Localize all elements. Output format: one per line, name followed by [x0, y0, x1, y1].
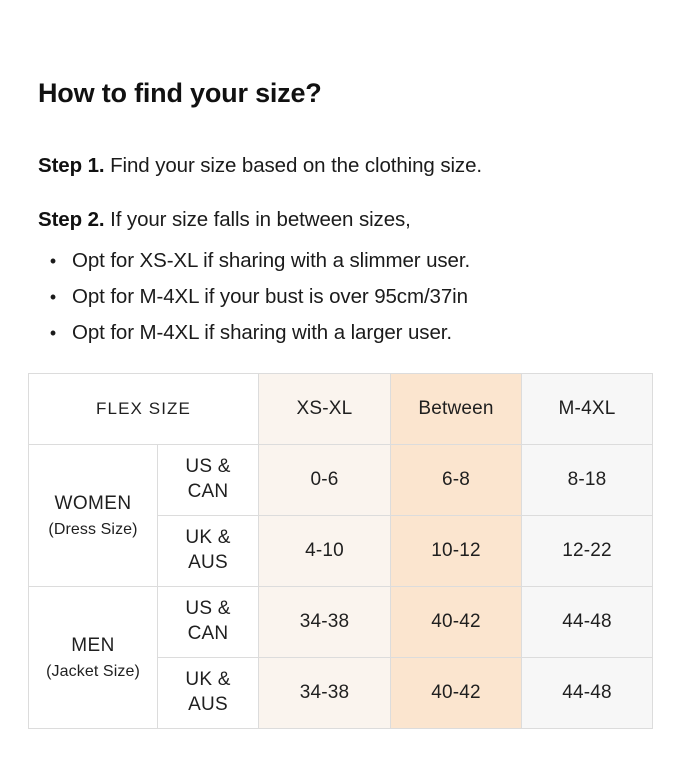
page-title: How to find your size?	[38, 78, 322, 108]
table-row: UK & AUS 4-10 10-12 12-22	[29, 515, 653, 587]
group-sublabel: (Jacket Size)	[46, 662, 140, 680]
cell-between: 40-42	[390, 586, 522, 658]
cell-xs-xl: 34-38	[258, 586, 391, 658]
size-chart-table: FLEX SIZE XS-XL Between M-4XL WOMEN (Dre…	[28, 373, 653, 729]
region-label: US & CAN	[157, 586, 259, 658]
group-label-women: WOMEN (Dress Size)	[28, 444, 158, 587]
step-1-label: Step 1.	[38, 154, 105, 177]
header-xs-xl: XS-XL	[258, 373, 391, 445]
cell-m-4xl: 44-48	[521, 657, 653, 729]
group-sublabel: (Dress Size)	[48, 520, 138, 538]
region-label: US & CAN	[157, 444, 259, 516]
step-2-line: Step 2. If your size falls in between si…	[38, 208, 411, 232]
header-between: Between	[390, 373, 522, 445]
step-1-line: Step 1. Find your size based on the clot…	[38, 154, 482, 178]
cell-between: 40-42	[390, 657, 522, 729]
cell-xs-xl: 4-10	[258, 515, 391, 587]
list-item: • Opt for M-4XL if your bust is over 95c…	[44, 279, 470, 315]
bullet-icon: •	[49, 287, 57, 307]
cell-xs-xl: 34-38	[258, 657, 391, 729]
group-name: WOMEN	[54, 492, 132, 514]
cell-m-4xl: 12-22	[521, 515, 653, 587]
list-item-label: Opt for M-4XL if sharing with a larger u…	[72, 321, 452, 344]
table-row: UK & AUS 34-38 40-42 44-48	[29, 657, 653, 729]
region-label: UK & AUS	[157, 515, 259, 587]
table-row: MEN (Jacket Size) US & CAN 34-38 40-42 44…	[28, 586, 653, 729]
cell-m-4xl: 8-18	[521, 444, 653, 516]
list-item: • Opt for M-4XL if sharing with a larger…	[44, 315, 470, 351]
table-row: WOMEN (Dress Size) US & CAN 0-6 6-8 8-18	[28, 444, 653, 587]
header-m-4xl: M-4XL	[521, 373, 653, 445]
bullet-icon: •	[49, 323, 57, 343]
bullet-icon: •	[49, 251, 57, 271]
cell-between: 6-8	[390, 444, 522, 516]
region-label: UK & AUS	[157, 657, 259, 729]
step-1-text: Find your size based on the clothing siz…	[104, 154, 482, 177]
step-2-text: If your size falls in between sizes,	[104, 208, 411, 231]
header-flex-size: FLEX SIZE	[28, 373, 259, 445]
recommendation-list: • Opt for XS-XL if sharing with a slimme…	[44, 243, 470, 351]
group-label-men: MEN (Jacket Size)	[28, 586, 158, 729]
group-name: MEN	[71, 634, 115, 656]
list-item: • Opt for XS-XL if sharing with a slimme…	[44, 243, 470, 279]
list-item-label: Opt for XS-XL if sharing with a slimmer …	[72, 249, 471, 272]
list-item-label: Opt for M-4XL if your bust is over 95cm/…	[72, 285, 468, 308]
cell-xs-xl: 0-6	[258, 444, 391, 516]
step-2-label: Step 2.	[38, 208, 105, 231]
cell-between: 10-12	[390, 515, 522, 587]
cell-m-4xl: 44-48	[521, 586, 653, 658]
table-header-row: FLEX SIZE XS-XL Between M-4XL	[28, 373, 653, 445]
